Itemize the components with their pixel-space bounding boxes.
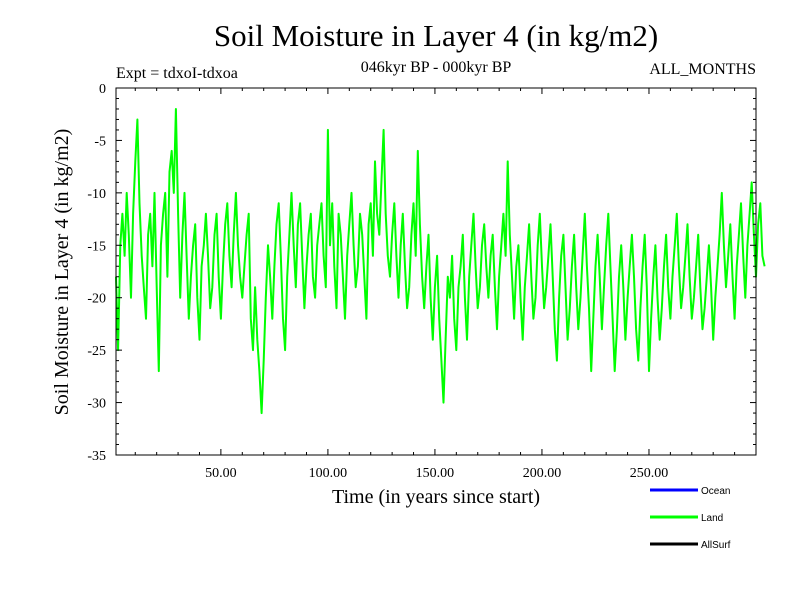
x-tick-label: 200.00 bbox=[523, 466, 562, 481]
y-tick-label: -15 bbox=[87, 239, 106, 254]
axis-layer: 0 -5 -10 -15 -20 -25 -30 -35 50.00 100.00 150.00 20… bbox=[87, 82, 756, 481]
y-tick-label: 0 bbox=[99, 82, 106, 97]
y-tick-label: -30 bbox=[87, 397, 106, 412]
x-tick-label: 150.00 bbox=[416, 466, 455, 481]
y-tick-label: -5 bbox=[94, 134, 106, 149]
legend-label-ocean: Ocean bbox=[701, 486, 730, 497]
plot-frame bbox=[115, 87, 757, 456]
x-tick-label: 250.00 bbox=[630, 466, 669, 481]
y-axis-label: Soil Moisture in Layer 4 (in kg/m2) bbox=[51, 129, 73, 416]
y-tick-label: -20 bbox=[87, 292, 106, 307]
series-line-land bbox=[115, 108, 766, 415]
x-axis-label: Time (in years since start) bbox=[332, 486, 540, 508]
period-label: ALL_MONTHS bbox=[649, 61, 756, 78]
experiment-label: Expt = tdxoI-tdxoa bbox=[116, 65, 238, 82]
x-tick-label: 50.00 bbox=[205, 466, 237, 481]
legend-label-allsurf: AllSurf bbox=[701, 540, 731, 551]
y-tick-label: -35 bbox=[87, 449, 106, 464]
legend-label-land: Land bbox=[701, 513, 723, 524]
chart-title: Soil Moisture in Layer 4 (in kg/m2) bbox=[214, 18, 658, 53]
y-tick-label: -10 bbox=[87, 187, 106, 202]
legend: Ocean Land AllSurf bbox=[650, 486, 731, 551]
x-tick-label: 100.00 bbox=[309, 466, 348, 481]
series-layer bbox=[115, 108, 766, 415]
chart-subtitle: 046kyr BP - 000kyr BP bbox=[361, 59, 512, 76]
y-tick-label: -25 bbox=[87, 344, 106, 359]
